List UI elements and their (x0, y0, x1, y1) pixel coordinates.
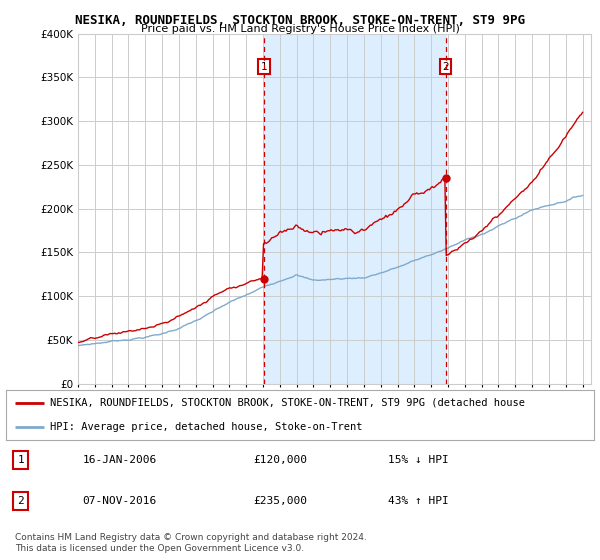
Text: 07-NOV-2016: 07-NOV-2016 (82, 496, 157, 506)
Text: HPI: Average price, detached house, Stoke-on-Trent: HPI: Average price, detached house, Stok… (50, 422, 362, 432)
Text: NESIKA, ROUNDFIELDS, STOCKTON BROOK, STOKE-ON-TRENT, ST9 9PG (detached house: NESIKA, ROUNDFIELDS, STOCKTON BROOK, STO… (50, 398, 525, 408)
Text: 1: 1 (17, 455, 24, 465)
Bar (263, 34, 446, 384)
Text: 43% ↑ HPI: 43% ↑ HPI (388, 496, 449, 506)
Text: £235,000: £235,000 (253, 496, 307, 506)
Text: Price paid vs. HM Land Registry's House Price Index (HPI): Price paid vs. HM Land Registry's House … (140, 24, 460, 34)
Text: Contains HM Land Registry data © Crown copyright and database right 2024.
This d: Contains HM Land Registry data © Crown c… (15, 533, 367, 553)
Text: 2: 2 (17, 496, 24, 506)
Text: 15% ↓ HPI: 15% ↓ HPI (388, 455, 449, 465)
Text: £120,000: £120,000 (253, 455, 307, 465)
Text: 16-JAN-2006: 16-JAN-2006 (82, 455, 157, 465)
Text: 1: 1 (260, 62, 267, 72)
Text: NESIKA, ROUNDFIELDS, STOCKTON BROOK, STOKE-ON-TRENT, ST9 9PG: NESIKA, ROUNDFIELDS, STOCKTON BROOK, STO… (75, 14, 525, 27)
Text: 2: 2 (442, 62, 449, 72)
